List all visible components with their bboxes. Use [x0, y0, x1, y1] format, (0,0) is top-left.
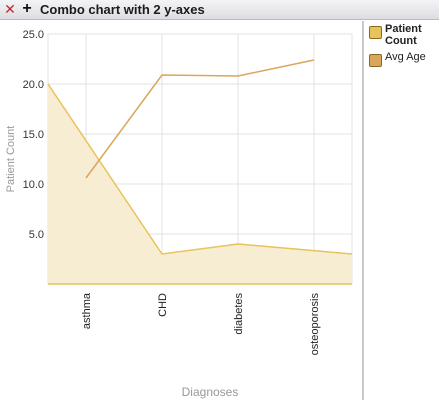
y-tick-label: 25.0: [23, 29, 44, 41]
legend-swatch-avg-age: [369, 54, 382, 67]
x-tick-label: osteoporosis: [309, 293, 321, 356]
legend: Patient Count Avg Age: [366, 23, 439, 67]
y-axis-title: Patient Count: [5, 126, 17, 193]
legend-label: Avg Age: [385, 51, 439, 63]
x-axis-title: Diagnoses: [182, 385, 239, 399]
x-tick-label: diabetes: [233, 293, 245, 335]
expand-icon[interactable]: +: [21, 1, 33, 17]
y-tick-label: 10.0: [23, 179, 44, 191]
x-tick-label: CHD: [157, 293, 169, 317]
y-tick-label: 20.0: [23, 79, 44, 91]
y-tick-label: 5.0: [29, 229, 44, 241]
legend-item-patient-count[interactable]: Patient Count: [366, 23, 439, 47]
chart-title-bar: ✕ + Combo chart with 2 y-axes: [0, 0, 439, 20]
x-tick-label: asthma: [81, 292, 93, 329]
close-icon[interactable]: ✕: [4, 1, 16, 17]
y-tick-label: 15.0: [23, 129, 44, 141]
legend-item-avg-age[interactable]: Avg Age: [366, 51, 439, 63]
panel-divider[interactable]: [362, 21, 364, 400]
chart-svg: 25.0 20.0 15.0 10.0 5.0 asthma CHD diabetes oste…: [0, 21, 362, 400]
legend-label: Patient Count: [385, 23, 439, 47]
chart-area: 25.0 20.0 15.0 10.0 5.0 asthma CHD diabetes oste…: [0, 21, 362, 400]
legend-swatch-patient-count: [369, 26, 382, 39]
chart-title: Combo chart with 2 y-axes: [40, 2, 205, 17]
